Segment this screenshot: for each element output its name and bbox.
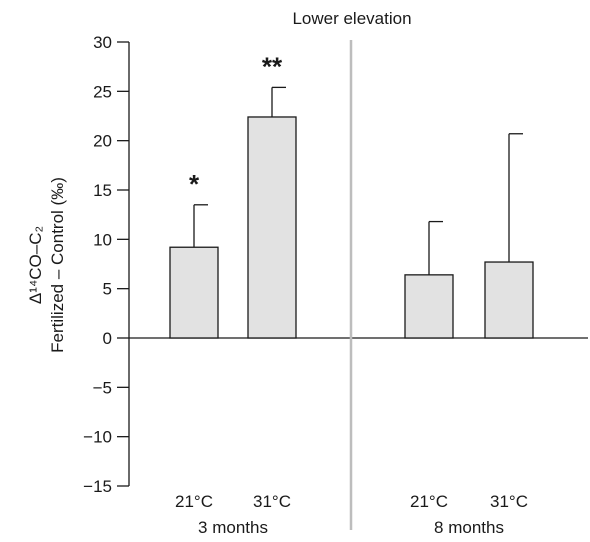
y-axis-title-line1: Δ¹⁴CO–C₂: [26, 226, 45, 304]
x-axis-labels: 21°C 31°C 3 months 21°C 31°C 8 months: [175, 492, 528, 537]
significance-marker: **: [262, 51, 283, 81]
plot-area: ***: [129, 40, 588, 530]
chart-title: Lower elevation: [292, 9, 411, 28]
y-tick-label: −15: [83, 477, 112, 496]
y-axis-title: Δ¹⁴CO–C₂ Fertilized – Control (‰): [26, 177, 67, 353]
x-category-label: 31°C: [490, 492, 528, 511]
x-group-label: 8 months: [434, 518, 504, 537]
x-group-label: 3 months: [198, 518, 268, 537]
y-axis-title-line2: Fertilized – Control (‰): [48, 177, 67, 353]
y-tick-label: 15: [93, 181, 112, 200]
bar: [169, 246, 219, 339]
y-tick-label: 5: [103, 280, 112, 299]
y-tick-label: 10: [93, 230, 112, 249]
x-category-label: 21°C: [410, 492, 448, 511]
y-tick-label: 30: [93, 33, 112, 52]
bar: [484, 261, 534, 339]
x-category-label: 21°C: [175, 492, 213, 511]
bar: [247, 116, 297, 339]
y-tick-label: −10: [83, 428, 112, 447]
y-tick-label: 0: [103, 329, 112, 348]
y-tick-label: 20: [93, 132, 112, 151]
x-category-label: 31°C: [253, 492, 291, 511]
y-tick-label: 25: [93, 82, 112, 101]
y-tick-label: −5: [93, 378, 112, 397]
bar: [404, 274, 454, 339]
significance-marker: *: [189, 169, 200, 199]
y-axis: 30 25 20 15 10 5 0 −5 −10 −15: [83, 33, 130, 496]
